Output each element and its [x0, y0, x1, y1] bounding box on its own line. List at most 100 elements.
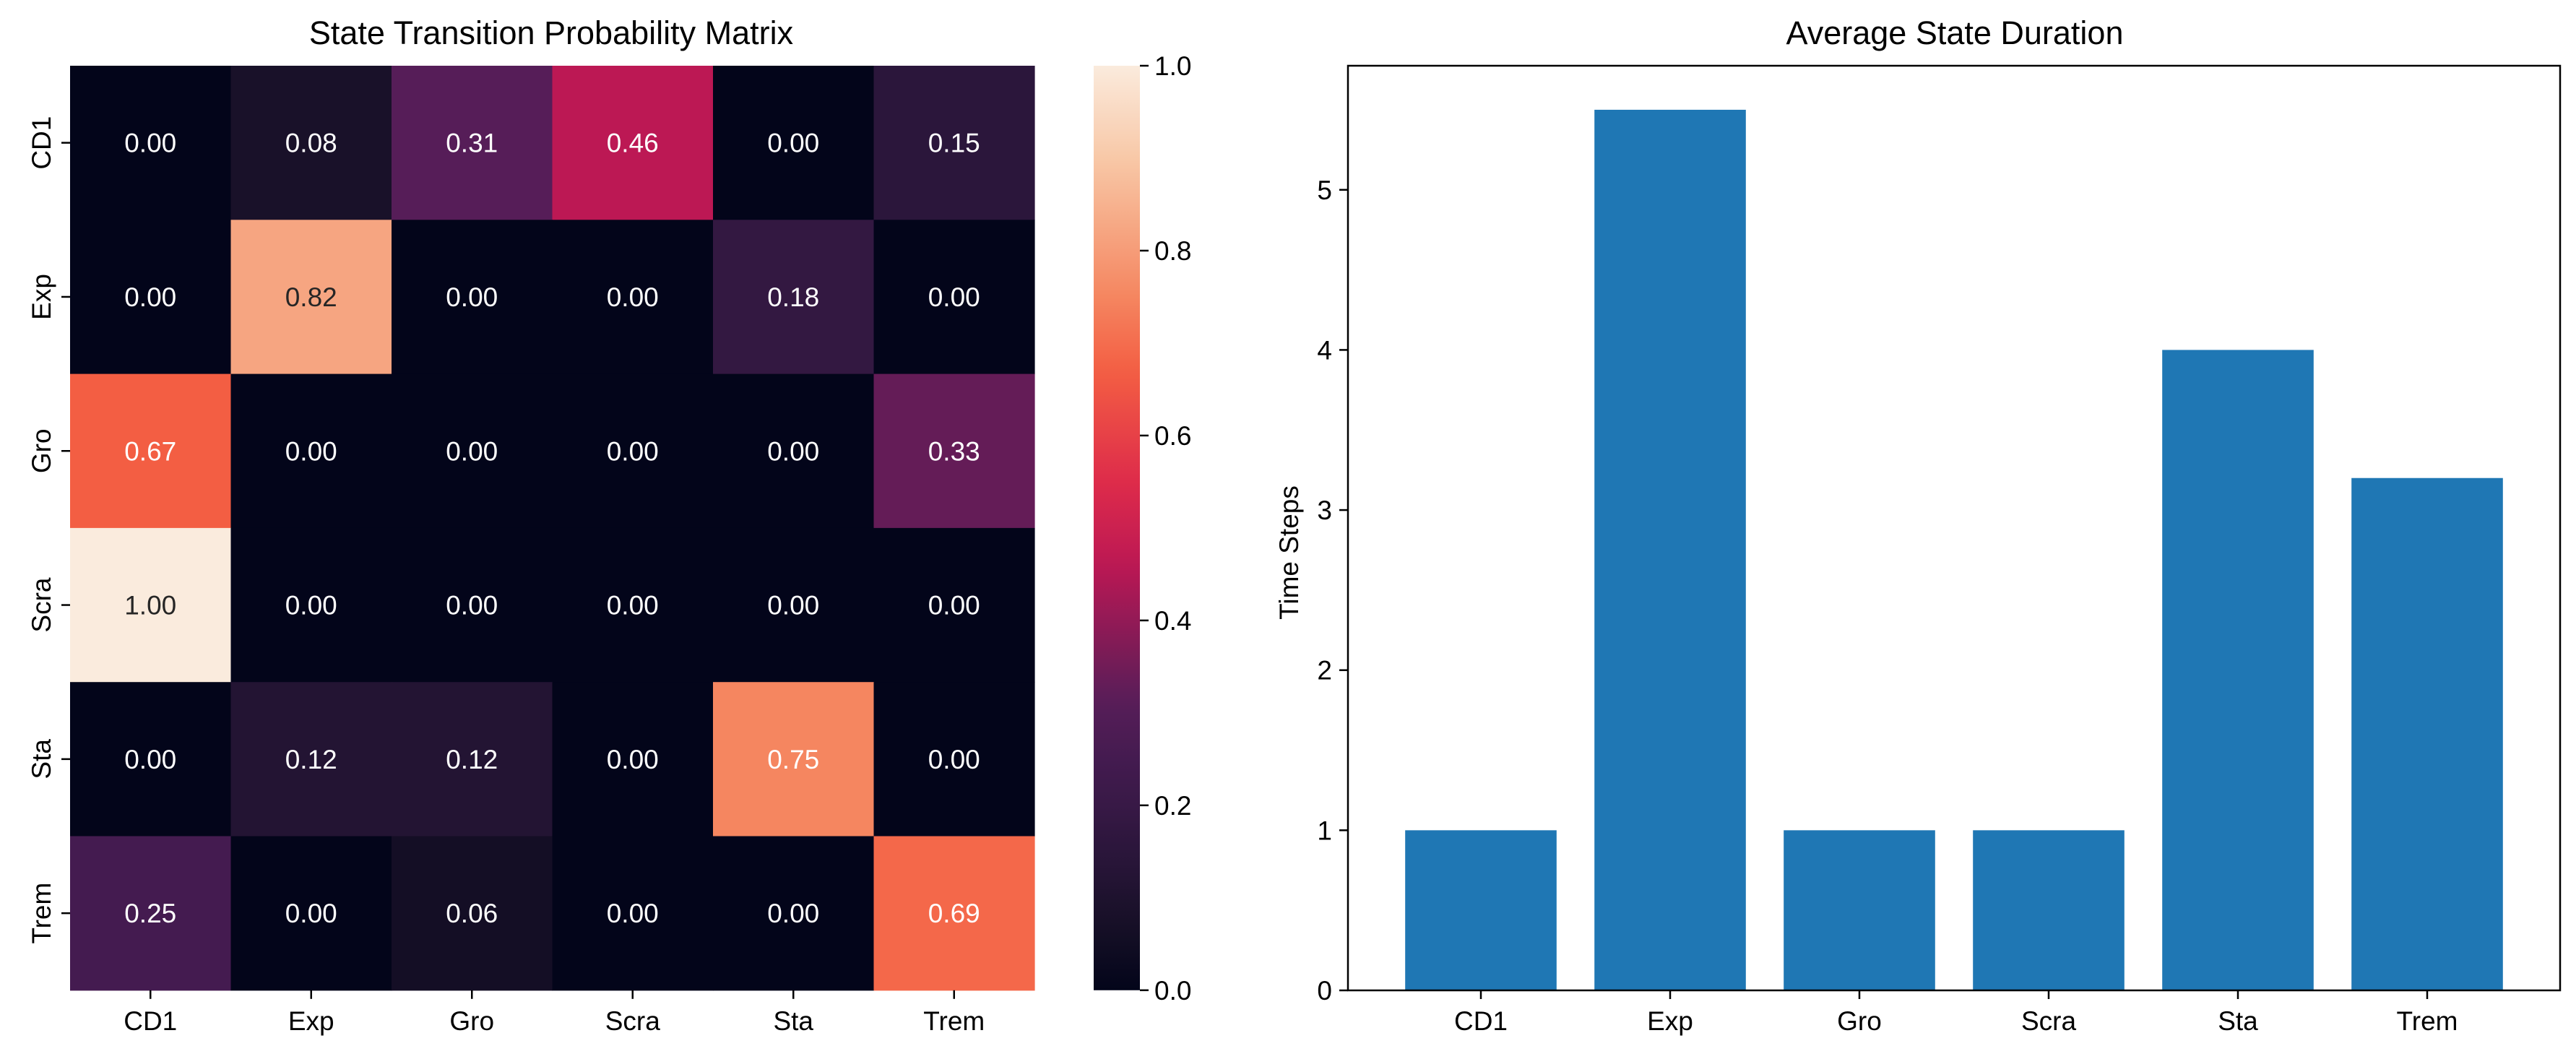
heatmap-y-tick-label: Exp — [27, 274, 56, 320]
heatmap-cell — [552, 66, 714, 220]
heatmap-cell-label: 0.12 — [446, 745, 498, 774]
heatmap-cell-label: 0.00 — [607, 745, 659, 774]
heatmap-x-tick-label: Gro — [449, 1006, 494, 1036]
heatmap-cell — [70, 836, 232, 991]
bar-y-tick-label: 0 — [1317, 976, 1332, 1006]
heatmap-title: State Transition Probability Matrix — [309, 14, 794, 51]
heatmap-cell — [230, 66, 392, 220]
heatmap-cell — [230, 836, 392, 991]
heatmap-cell — [713, 836, 875, 991]
heatmap-cell-label: 0.18 — [767, 282, 819, 312]
heatmap-cell-label: 0.00 — [767, 591, 819, 621]
bar-x-tick-label: Gro — [1837, 1006, 1882, 1036]
heatmap-cell-label: 0.00 — [928, 282, 980, 312]
heatmap-cell — [873, 220, 1035, 375]
heatmap-y-axis: CD1 Exp Gro Scra Sta Trem — [27, 116, 70, 944]
heatmap-cell — [552, 836, 714, 991]
heatmap-cell-label: 0.33 — [928, 436, 980, 466]
heatmap-cell — [552, 373, 714, 529]
heatmap-cell-label: 0.00 — [607, 282, 659, 312]
heatmap-cell-label: 0.00 — [607, 899, 659, 928]
heatmap-x-tick-label: CD1 — [124, 1006, 177, 1036]
bar — [1405, 830, 1557, 990]
bar-y-tick-label: 5 — [1317, 176, 1332, 205]
heatmap-cell — [70, 682, 232, 837]
heatmap-x-tick-label: Trem — [923, 1006, 985, 1036]
heatmap-cell — [392, 836, 553, 991]
bar-series — [1405, 109, 2503, 990]
heatmap-cell — [392, 373, 553, 529]
heatmap-cell-label: 0.06 — [446, 899, 498, 928]
heatmap-cell-label: 0.00 — [767, 129, 819, 158]
bar-x-tick-label: Exp — [1647, 1006, 1693, 1036]
heatmap-cell-label: 0.00 — [928, 591, 980, 621]
heatmap-cell — [713, 373, 875, 529]
heatmap-cell-label: 0.69 — [928, 899, 980, 928]
heatmap-cell — [713, 682, 875, 837]
heatmap-cell — [70, 527, 232, 683]
colorbar-tick-label: 0.6 — [1154, 421, 1191, 451]
bar-y-axis-label: Time Steps — [1274, 485, 1304, 620]
colorbar-tick-label: 1.0 — [1154, 51, 1191, 81]
heatmap-cells — [70, 66, 1035, 991]
bar — [1784, 830, 1935, 990]
heatmap-y-tick-label: Scra — [27, 577, 56, 633]
heatmap-cell — [713, 66, 875, 220]
heatmap-cell-label: 0.00 — [607, 436, 659, 466]
heatmap-y-tick-label: Trem — [27, 883, 56, 944]
bar — [1594, 109, 1746, 990]
colorbar-tick-label: 0.2 — [1154, 791, 1191, 821]
heatmap-y-tick-label: Sta — [27, 739, 56, 779]
heatmap-cell-label: 0.67 — [124, 436, 176, 466]
heatmap-cell — [70, 373, 232, 529]
heatmap-cell-label: 0.31 — [446, 129, 498, 158]
heatmap-cell — [70, 66, 232, 220]
heatmap-cell — [713, 527, 875, 683]
heatmap-cell — [230, 373, 392, 529]
heatmap-y-tick-label: CD1 — [27, 116, 56, 170]
heatmap-cell-label: 0.00 — [124, 129, 176, 158]
heatmap-cell — [552, 527, 714, 683]
heatmap-x-axis: CD1 Exp Gro Scra Sta Trem — [124, 990, 985, 1036]
bar-y-axis: 0 1 2 3 4 5 — [1317, 176, 1348, 1006]
heatmap-cell — [70, 220, 232, 375]
heatmap-cell — [552, 220, 714, 375]
heatmap-cell-label: 1.00 — [124, 591, 176, 621]
heatmap-cell — [392, 220, 553, 375]
heatmap-cell — [873, 836, 1035, 991]
heatmap-cell — [873, 66, 1035, 220]
colorbar: 0.0 0.2 0.4 0.6 0.8 1.0 — [1094, 51, 1191, 1006]
heatmap-cell-label: 0.00 — [446, 282, 498, 312]
bar-y-tick-label: 1 — [1317, 816, 1332, 845]
heatmap-cell-label: 0.00 — [767, 436, 819, 466]
heatmap-cell-label: 0.00 — [285, 436, 337, 466]
heatmap-cell-label: 0.00 — [446, 591, 498, 621]
heatmap-cell — [230, 682, 392, 837]
heatmap-cell-label: 0.25 — [124, 899, 176, 928]
bar — [1973, 830, 2125, 990]
heatmap-cell-label: 0.00 — [285, 899, 337, 928]
heatmap-cell — [230, 220, 392, 375]
heatmap-cell-label: 0.15 — [928, 129, 980, 158]
bar-y-tick-label: 2 — [1317, 656, 1332, 686]
heatmap-cell — [713, 220, 875, 375]
bar-x-tick-label: CD1 — [1454, 1006, 1508, 1036]
heatmap-cell-label: 0.00 — [767, 899, 819, 928]
heatmap-x-tick-label: Exp — [288, 1006, 334, 1036]
heatmap-cell — [552, 682, 714, 837]
heatmap-annotations: 0.00 0.08 0.31 0.46 0.00 0.15 0.00 0.82 0.00 0.00… — [124, 129, 980, 929]
heatmap-cell-label: 0.12 — [285, 745, 337, 774]
heatmap-cell-label: 0.75 — [767, 745, 819, 774]
heatmap-cell — [873, 373, 1035, 529]
heatmap-cell-label: 0.46 — [607, 129, 659, 158]
bar-x-tick-label: Scra — [2021, 1006, 2077, 1036]
bar-chart-title: Average State Duration — [1786, 14, 2124, 51]
heatmap-cell — [230, 527, 392, 683]
heatmap-cell-label: 0.00 — [446, 436, 498, 466]
colorbar-tick-label: 0.4 — [1154, 606, 1191, 636]
bar-x-tick-label: Trem — [2397, 1006, 2458, 1036]
heatmap-cell-label: 0.82 — [285, 282, 337, 312]
bar-panel: Average State Duration Time Steps CD1 Exp… — [1274, 14, 2562, 1036]
heatmap-cell-label: 0.08 — [285, 129, 337, 158]
